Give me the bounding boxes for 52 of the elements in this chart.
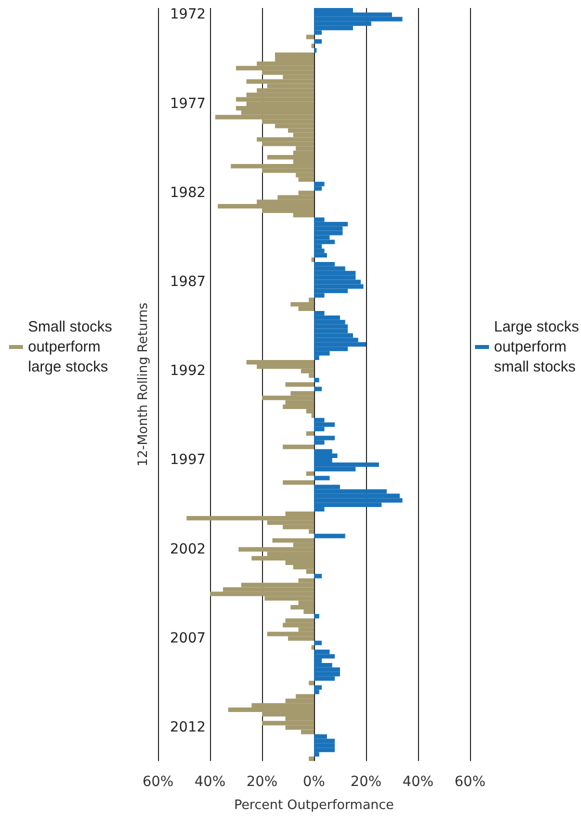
bar — [308, 680, 314, 686]
x-axis-title: Percent Outperformance — [234, 798, 394, 813]
x-tick-label: 20% — [246, 774, 278, 790]
bar — [246, 79, 314, 84]
y-tick-label: 1987 — [170, 274, 206, 290]
x-tick-label: 60% — [454, 774, 486, 790]
bar — [314, 640, 322, 646]
bar — [314, 284, 364, 289]
bar — [314, 280, 361, 284]
y-tick-label: 1992 — [170, 363, 206, 380]
bar — [314, 738, 335, 744]
bar — [308, 756, 314, 761]
bar — [314, 574, 322, 578]
y-tick-label: 2012 — [170, 720, 206, 736]
bar — [311, 44, 314, 48]
x-tick-label: 40% — [402, 774, 434, 790]
bar — [267, 632, 314, 636]
bar — [314, 378, 320, 382]
bar — [298, 177, 314, 182]
bar — [306, 431, 314, 436]
bar — [256, 137, 314, 142]
bar — [314, 182, 324, 186]
bar — [306, 34, 314, 40]
bar — [306, 471, 314, 476]
y-axis-title: 12-Month Rolling Returns — [136, 302, 151, 466]
y-tick-label: 2002 — [170, 541, 206, 558]
bar — [314, 476, 330, 480]
y-tick-label: 1977 — [170, 96, 206, 112]
y-tick-label: 1972 — [170, 6, 206, 23]
x-tick-label: 0% — [302, 774, 326, 790]
bar — [314, 690, 320, 694]
bar — [314, 685, 322, 690]
bar — [314, 186, 322, 191]
x-tick-label: 60% — [142, 774, 174, 790]
legend-label: Small stocks outperform large stocks — [28, 318, 116, 376]
x-tick-label: 40% — [194, 774, 226, 790]
bar — [314, 48, 317, 53]
bar — [314, 614, 320, 618]
legend-label: Large stocks outperform small stocks — [494, 318, 581, 376]
bar — [314, 436, 335, 440]
bar — [314, 39, 322, 44]
bar — [282, 480, 314, 485]
y-tick-label: 1982 — [170, 184, 206, 201]
bar — [272, 538, 314, 543]
bar — [311, 258, 314, 262]
bar — [282, 444, 314, 450]
y-tick-label: 1997 — [170, 452, 206, 468]
x-tick-label: 20% — [350, 774, 382, 790]
bar — [275, 52, 314, 58]
bar — [311, 645, 314, 650]
bar — [314, 386, 322, 392]
y-tick-label: 2007 — [170, 630, 206, 646]
